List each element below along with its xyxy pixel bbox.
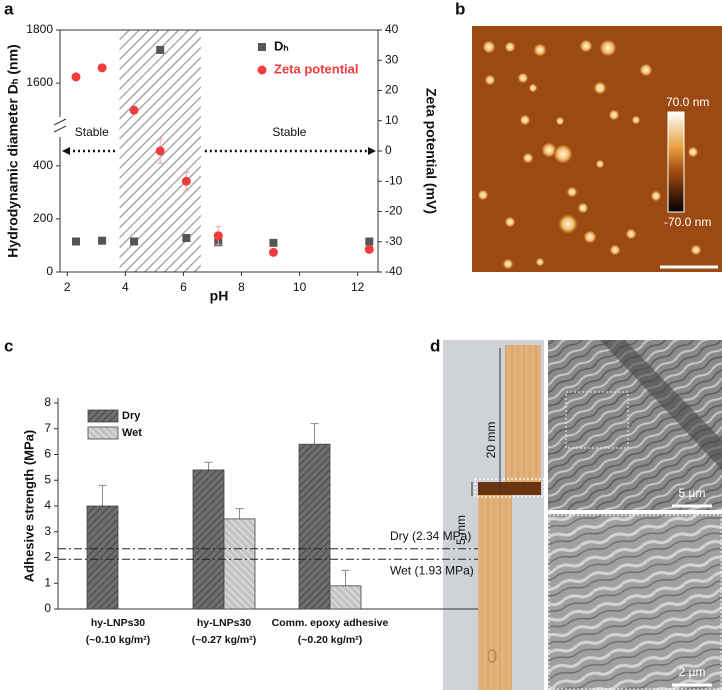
bar [298, 443, 331, 610]
y-tick-label: 1 [44, 575, 51, 589]
sem-scale: 2 µm [679, 665, 706, 679]
error-bar [341, 569, 350, 586]
y2-tick-label: 10 [385, 113, 399, 127]
legend-marker [258, 43, 266, 51]
afm-image [472, 26, 722, 272]
data-point [97, 63, 107, 73]
error-bar [98, 484, 107, 506]
y-tick-label: 6 [44, 447, 51, 461]
x-tick-label: 10 [293, 280, 307, 294]
legend-label: Dₕ [274, 38, 289, 53]
y2-tick-label: 20 [385, 83, 399, 97]
y2-tick-label: 40 [385, 22, 399, 36]
error-bar [204, 461, 213, 470]
y-tick-label: 1800 [26, 22, 53, 36]
legend-label: Dry [122, 410, 141, 422]
legend-marker [257, 65, 267, 75]
data-point [269, 238, 278, 247]
y2-tick-label: -40 [385, 264, 403, 278]
data-point [364, 244, 374, 254]
y-tick-label: 400 [33, 158, 53, 172]
legend-marker [87, 409, 119, 423]
x-tick-label: hy-LNPs30 [197, 617, 251, 629]
y-tick-label: 0 [44, 601, 51, 615]
data-point [181, 176, 191, 186]
panel-label: b [455, 0, 465, 18]
y-tick-label: 200 [33, 211, 53, 225]
y-tick-label: 2 [44, 550, 51, 564]
y2-tick-label: -20 [385, 204, 403, 218]
colorbar-min: -70.0 nm [664, 215, 711, 229]
legend-label: Wet [122, 427, 142, 439]
y2-tick-label: 30 [385, 52, 399, 66]
axis-break [53, 117, 67, 137]
data-point [71, 72, 81, 82]
x-tick-label: (~0.27 kg/m²) [192, 634, 256, 646]
y-tick-label: 3 [44, 524, 51, 538]
x-tick-label: 2 [64, 280, 71, 294]
y2-tick-label: -30 [385, 234, 403, 248]
sem-images [548, 340, 722, 690]
reference-label: Wet (1.93 MPa) [390, 563, 474, 577]
x-tick-label: Comm. epoxy adhesive [272, 617, 389, 629]
y-tick-label: 7 [44, 421, 51, 435]
sem-scale: 5 µm [679, 486, 706, 500]
error-bar [235, 508, 244, 519]
y2-tick-label: 0 [385, 143, 392, 157]
data-point [71, 237, 80, 246]
data-point [156, 45, 165, 54]
legend-label: Zeta potential [274, 61, 359, 76]
annotation: Stable [272, 125, 306, 139]
legend-marker [87, 426, 119, 440]
x-tick-label: 12 [351, 280, 365, 294]
bar [223, 518, 256, 610]
bar [192, 469, 225, 610]
x-tick-label: hy-LNPs30 [91, 617, 145, 629]
arrow-head [368, 147, 376, 155]
data-point [213, 231, 223, 241]
reference-label: Dry (2.34 MPa) [390, 529, 471, 543]
x-tick-label: (~0.10 kg/m²) [86, 634, 150, 646]
data-point [155, 146, 165, 156]
panel-label: c [4, 336, 13, 355]
bar [329, 585, 362, 610]
y2-axis-label: Zeta potential (mV) [423, 88, 439, 214]
colorbar-max: 70.0 nm [666, 95, 709, 109]
width-label: 5 mm [454, 515, 468, 545]
data-point [182, 234, 191, 243]
x-tick-label: 8 [238, 280, 245, 294]
y-tick-label: 0 [46, 264, 53, 278]
x-tick-label: 4 [122, 280, 129, 294]
photo [443, 340, 545, 690]
data-point [365, 237, 374, 246]
y-axis-label: Hydrodynamic diameter Dₕ (nm) [5, 44, 21, 257]
data-point [98, 236, 107, 245]
panel-label: a [4, 0, 14, 18]
y-tick-label: 1600 [26, 75, 53, 89]
error-bar [310, 423, 319, 445]
y-tick-label: 8 [44, 395, 51, 409]
y-tick-label: 5 [44, 472, 51, 486]
panel-label: d [430, 336, 440, 355]
bar [86, 505, 119, 610]
data-point [129, 105, 139, 115]
x-axis-label: pH [210, 288, 229, 304]
data-point [130, 237, 139, 246]
y2-tick-label: -10 [385, 173, 403, 187]
annotation: Stable [75, 125, 109, 139]
y-tick-label: 4 [44, 498, 51, 512]
x-tick-label: (~0.20 kg/m²) [298, 634, 362, 646]
length-label: 20 mm [484, 422, 498, 459]
y-axis-label: Adhesive strength (MPa) [21, 430, 36, 582]
data-point [268, 247, 278, 257]
arrow-head [62, 147, 70, 155]
x-tick-label: 6 [180, 280, 187, 294]
